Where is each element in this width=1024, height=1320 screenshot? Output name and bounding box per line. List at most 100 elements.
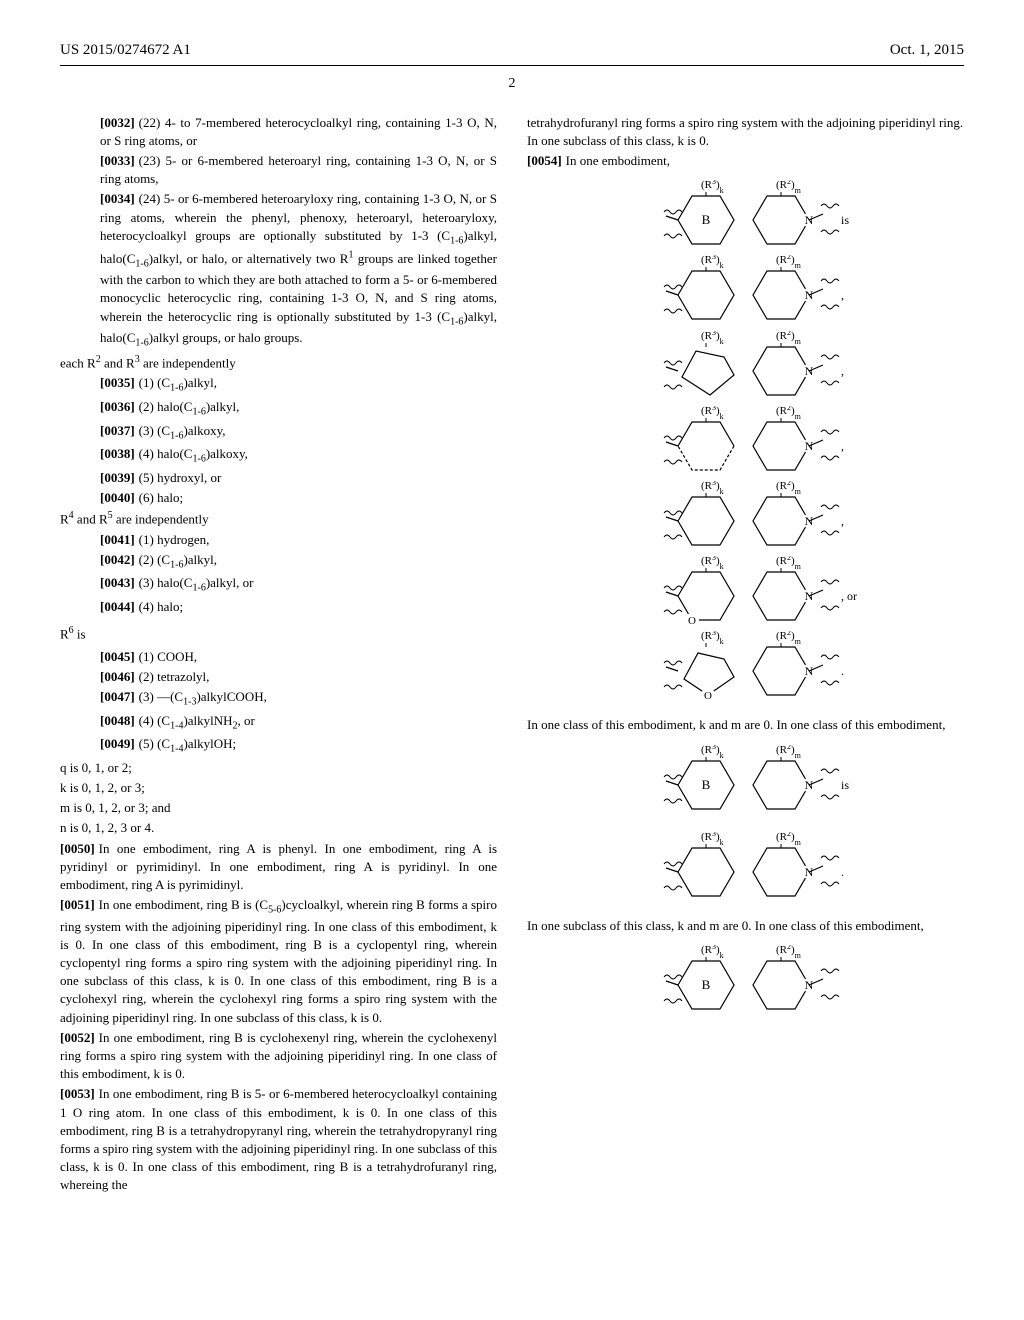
paragraph: [0051]In one embodiment, ring B is (C5-6… <box>60 896 497 1027</box>
text-line: n is 0, 1, 2, 3 or 4. <box>60 819 497 837</box>
svg-text:(R2)m: (R2)m <box>776 331 802 346</box>
paragraph-number: [0038] <box>100 446 135 461</box>
paragraph: [0034](24) 5- or 6-membered heteroarylox… <box>60 190 497 350</box>
svg-text:,: , <box>841 439 844 453</box>
svg-text:(R2)m: (R2)m <box>776 481 802 496</box>
left-column: [0032](22) 4- to 7-membered heterocycloa… <box>60 114 497 1197</box>
paragraph-number: [0047] <box>100 689 135 704</box>
svg-text:,: , <box>841 288 844 302</box>
page-number: 2 <box>60 74 964 94</box>
text-line: tetrahydrofuranyl ring forms a spiro rin… <box>527 114 964 150</box>
svg-text:B: B <box>701 977 710 992</box>
paragraph-text: (1) hydrogen, <box>139 532 210 547</box>
paragraph-number: [0040] <box>100 490 135 505</box>
paragraph: [0039] (5) hydroxyl, or <box>60 469 497 487</box>
svg-text:is: is <box>841 778 849 792</box>
paragraph-number: [0045] <box>100 649 135 664</box>
paragraph-text: In one embodiment, <box>566 153 670 168</box>
text-line: k is 0, 1, 2, or 3; <box>60 779 497 797</box>
paragraph: [0048] (4) (C1-4)alkylNH2, or <box>60 712 497 734</box>
paragraph-number: [0039] <box>100 470 135 485</box>
paragraph-text: (2) tetrazolyl, <box>139 669 210 684</box>
paragraph-number: [0043] <box>100 575 135 590</box>
svg-text:(R3)k: (R3)k <box>701 481 724 496</box>
text-line: each R2 and R3 are independently <box>60 353 497 373</box>
paragraph-number: [0035] <box>100 375 135 390</box>
paragraph-number: [0046] <box>100 669 135 684</box>
paragraph-number: [0050] <box>60 841 95 856</box>
text-line: R4 and R5 are independently <box>60 509 497 529</box>
paragraph-text: (5) (C1-4)alkylOH; <box>139 736 236 751</box>
paragraph-number: [0036] <box>100 399 135 414</box>
svg-text:(R2)m: (R2)m <box>776 180 802 195</box>
paragraph-text: In one embodiment, ring B is 5- or 6-mem… <box>60 1086 497 1192</box>
svg-text:(R3)k: (R3)k <box>701 556 724 571</box>
paragraph-number: [0044] <box>100 599 135 614</box>
paragraph-text: (5) hydroxyl, or <box>139 470 222 485</box>
paragraph-text: (23) 5- or 6-membered heteroaryl ring, c… <box>100 153 497 186</box>
page-header: US 2015/0274672 A1 Oct. 1, 2015 <box>60 40 964 66</box>
svg-text:(R3)k: (R3)k <box>701 180 724 195</box>
paragraph-text: (4) (C1-4)alkylNH2, or <box>139 713 255 728</box>
paragraph-number: [0054] <box>527 153 562 168</box>
paragraph-text: (4) halo; <box>139 599 183 614</box>
paragraph-number: [0032] <box>100 115 135 130</box>
paragraph: [0032](22) 4- to 7-membered heterocycloa… <box>60 114 497 150</box>
svg-text:(R2)m: (R2)m <box>776 832 802 847</box>
svg-text:(R2)m: (R2)m <box>776 556 802 571</box>
paragraph: [0033](23) 5- or 6-membered heteroaryl r… <box>60 152 497 188</box>
svg-text:(R3)k: (R3)k <box>701 945 724 960</box>
paragraph: [0046] (2) tetrazolyl, <box>60 668 497 686</box>
paragraph-number: [0052] <box>60 1030 95 1045</box>
paragraph-text: (1) (C1-6)alkyl, <box>139 375 217 390</box>
section-label: R6 is <box>60 624 497 644</box>
chemical-diagram-3: B N (R3)k (R2)m <box>527 945 964 1020</box>
paragraph-number: [0034] <box>100 191 135 206</box>
svg-text:(R3)k: (R3)k <box>701 331 724 346</box>
paragraph-text: (24) 5- or 6-membered heteroaryloxy ring… <box>100 191 497 345</box>
paragraph: [0041] (1) hydrogen, <box>60 531 497 549</box>
paragraph-text: (1) COOH, <box>139 649 198 664</box>
svg-text:O: O <box>688 615 696 626</box>
text-line: m is 0, 1, 2, or 3; and <box>60 799 497 817</box>
svg-text:B: B <box>701 212 710 227</box>
paragraph-number: [0049] <box>100 736 135 751</box>
paragraph: [0044] (4) halo; <box>60 598 497 616</box>
svg-text:.: . <box>841 865 844 879</box>
chemical-diagram-2: B N (R3)k (R2)m is <box>527 745 964 907</box>
paragraph: [0042](2) (C1-6)alkyl, <box>60 551 497 573</box>
paragraph-text: (2) halo(C1-6)alkyl, <box>139 399 240 414</box>
svg-text:(R2)m: (R2)m <box>776 255 802 270</box>
paragraph: [0038] (4) halo(C1-6)alkoxy, <box>60 445 497 467</box>
paragraph-number: [0048] <box>100 713 135 728</box>
svg-text:,: , <box>841 364 844 378</box>
svg-text:(R2)m: (R2)m <box>776 631 802 646</box>
svg-text:, or: , or <box>841 589 857 603</box>
content-columns: [0032](22) 4- to 7-membered heterocycloa… <box>60 114 964 1197</box>
paragraph: [0050]In one embodiment, ring A is pheny… <box>60 840 497 895</box>
paragraph: [0043] (3) halo(C1-6)alkyl, or <box>60 574 497 596</box>
right-column: tetrahydrofuranyl ring forms a spiro rin… <box>527 114 964 1197</box>
paragraph-text: (4) halo(C1-6)alkoxy, <box>139 446 248 461</box>
paragraph: [0049] (5) (C1-4)alkylOH; <box>60 735 497 757</box>
chemical-diagram-1: B N (R3)k (R2)m is <box>527 180 964 706</box>
paragraph: [0035] (1) (C1-6)alkyl, <box>60 374 497 396</box>
paragraph-text: (3) —(C1-3)alkylCOOH, <box>139 689 267 704</box>
paragraph: [0037](3) (C1-6)alkoxy, <box>60 422 497 444</box>
paragraph-number: [0051] <box>60 897 95 912</box>
svg-text:B: B <box>701 777 710 792</box>
svg-text:,: , <box>841 514 844 528</box>
svg-text:(R3)k: (R3)k <box>701 406 724 421</box>
svg-text:(R2)m: (R2)m <box>776 406 802 421</box>
paragraph: [0052]In one embodiment, ring B is cyclo… <box>60 1029 497 1084</box>
paragraph-number: [0041] <box>100 532 135 547</box>
paragraph: [0045] (1) COOH, <box>60 648 497 666</box>
paragraph: [0053]In one embodiment, ring B is 5- or… <box>60 1085 497 1194</box>
publication-date: Oct. 1, 2015 <box>890 40 964 61</box>
svg-text:(R3)k: (R3)k <box>701 631 724 646</box>
svg-text:(R2)m: (R2)m <box>776 745 802 760</box>
svg-text:(R3)k: (R3)k <box>701 255 724 270</box>
paragraph-text: (3) halo(C1-6)alkyl, or <box>139 575 254 590</box>
paragraph-number: [0033] <box>100 153 135 168</box>
paragraph-text: (6) halo; <box>139 490 183 505</box>
